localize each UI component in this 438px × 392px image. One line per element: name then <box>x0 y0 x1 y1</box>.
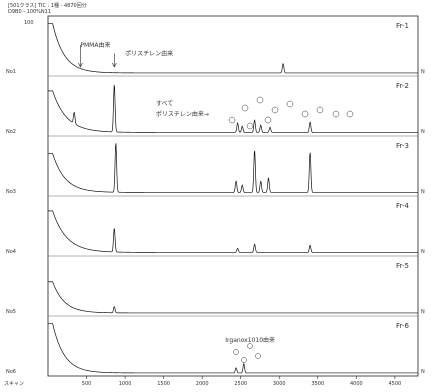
chart-header-line2: D9B0 - 100%N11 <box>8 9 52 15</box>
trace-left-label: No6 <box>6 369 16 375</box>
structure-ring-sketch <box>233 349 239 355</box>
x-tick-label: 2000 <box>196 381 209 387</box>
annotation-text: Irganox1010由来 <box>225 336 275 344</box>
structure-ring-sketch <box>256 96 264 104</box>
structure-ring-sketch <box>271 106 279 114</box>
structure-ring-sketch <box>264 116 272 124</box>
structure-ring-sketch <box>228 116 236 124</box>
trace-name-label: Fr-1 <box>396 22 409 30</box>
trace-name-label: Fr-4 <box>396 202 409 210</box>
annotation-text: すべて <box>156 100 173 107</box>
trace-name-label: Fr-3 <box>396 142 409 150</box>
x-tick-label: 2500 <box>234 381 247 387</box>
trace-left-label: No3 <box>6 189 16 195</box>
x-tick-label: 1500 <box>157 381 170 387</box>
structure-ring-sketch <box>255 353 261 359</box>
trace-line-4 <box>48 210 418 253</box>
trace-left-label: No4 <box>6 249 16 255</box>
annotation-text: ポリスチレン由来→ <box>156 110 209 118</box>
trace-top-left-label: 100 <box>24 20 34 26</box>
x-tick-label: 500 <box>82 381 92 387</box>
trace-line-3 <box>48 143 418 193</box>
structure-ring-sketch <box>247 343 253 349</box>
structure-ring-sketch <box>332 110 340 118</box>
chart-header-line1: [501クラス] TIC : 1種 - 4870回分 <box>8 3 87 9</box>
structure-ring-sketch <box>241 104 249 112</box>
trace-right-marker: N <box>421 69 425 75</box>
annotation-arrow-head <box>112 62 117 68</box>
annotation-arrow-head <box>78 62 83 68</box>
structure-ring-sketch <box>316 106 324 114</box>
structure-ring-sketch <box>346 110 354 118</box>
x-tick-label: 4500 <box>389 381 402 387</box>
structure-ring-sketch <box>246 122 254 130</box>
trace-name-label: Fr-2 <box>396 82 409 90</box>
x-tick-label: 1000 <box>119 381 132 387</box>
trace-right-marker: N <box>421 309 425 315</box>
structure-ring-sketch <box>241 357 247 363</box>
structure-ring-sketch <box>286 100 294 108</box>
annotation-text: PMMA由来 <box>80 41 110 49</box>
x-tick-label: 4000 <box>350 381 363 387</box>
structure-ring-sketch <box>301 110 309 118</box>
trace-left-label: No2 <box>6 129 16 135</box>
x-axis-start-label: スキャン <box>4 381 24 387</box>
trace-right-marker: N <box>421 369 425 375</box>
trace-name-label: Fr-5 <box>396 262 409 270</box>
trace-right-marker: N <box>421 129 425 135</box>
trace-line-6 <box>48 323 418 374</box>
x-tick-label: 3500 <box>311 381 324 387</box>
trace-left-label: No5 <box>6 309 16 315</box>
trace-line-1 <box>48 23 418 74</box>
trace-name-label: Fr-6 <box>396 322 409 330</box>
trace-right-marker: N <box>421 189 425 195</box>
trace-line-2 <box>48 84 418 133</box>
annotation-text: ポリスチレン由来 <box>125 49 173 57</box>
trace-left-label: No1 <box>6 69 16 75</box>
trace-right-marker: N <box>421 249 425 255</box>
trace-line-5 <box>48 281 418 314</box>
x-tick-label: 3000 <box>273 381 286 387</box>
